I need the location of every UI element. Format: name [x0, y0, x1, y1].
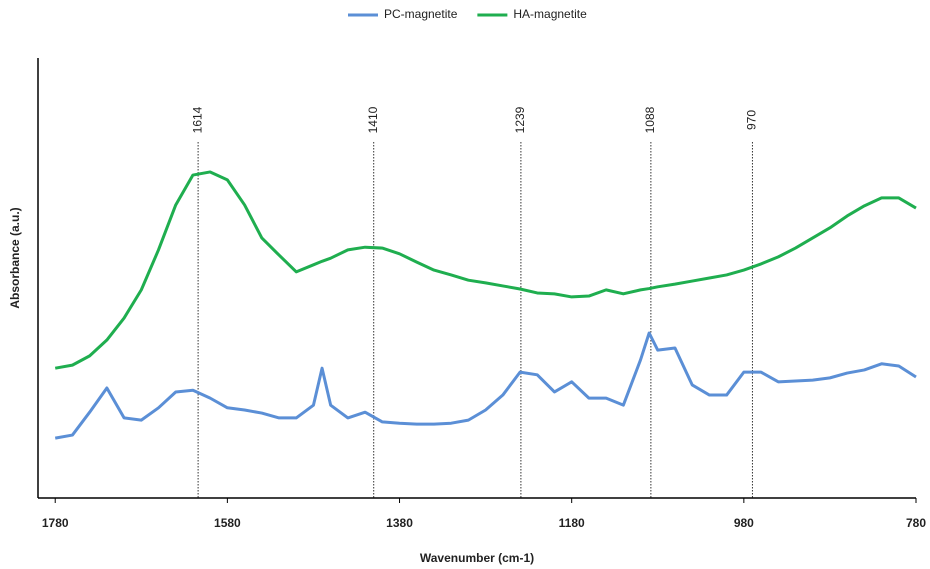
x-tick-label: 1580 — [214, 516, 241, 530]
x-tick-label: 980 — [734, 516, 754, 530]
peak-label: 1239 — [513, 106, 527, 133]
series-line — [54, 170, 917, 370]
series-line — [54, 331, 917, 440]
legend-label: HA-magnetite — [513, 7, 587, 21]
peak-label: 1088 — [643, 106, 657, 133]
legend-label: PC-magnetite — [384, 7, 458, 21]
y-axis-label: Absorbance (a.u.) — [8, 207, 22, 308]
x-tick-label: 1380 — [386, 516, 413, 530]
x-tick-label: 1180 — [559, 516, 585, 530]
x-tick-label: 780 — [906, 516, 926, 530]
peak-label: 970 — [745, 110, 759, 130]
x-axis-label: Wavenumber (cm-1) — [420, 551, 534, 565]
x-tick-label: 1780 — [42, 516, 69, 530]
peak-label: 1410 — [366, 106, 380, 133]
peak-label: 1614 — [190, 106, 204, 133]
